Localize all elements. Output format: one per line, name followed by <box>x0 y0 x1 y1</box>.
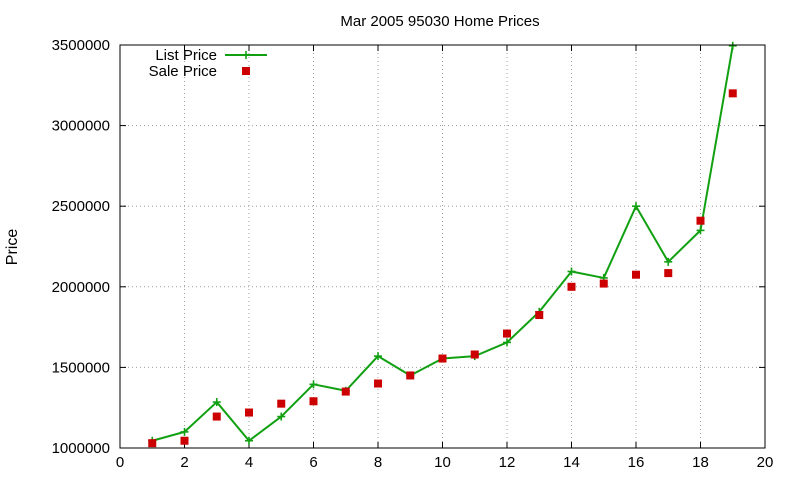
sale-price-point <box>599 279 608 288</box>
chart-title: Mar 2005 95030 Home Prices <box>340 13 539 30</box>
legend-plus-marker <box>242 51 250 59</box>
x-tick-label: 14 <box>563 454 580 471</box>
series-list-price <box>148 41 737 445</box>
y-tick-label: 1000000 <box>52 440 110 457</box>
sale-price-point <box>696 216 705 225</box>
list-price-point <box>728 41 737 50</box>
sale-price-point <box>470 350 479 359</box>
sale-price-point <box>535 311 544 320</box>
sale-price-point <box>632 270 640 279</box>
plot-frame <box>119 44 766 449</box>
list-price-point <box>632 202 640 211</box>
y-tick-label: 3500000 <box>52 37 110 54</box>
x-tick-label: 10 <box>434 454 451 471</box>
list-price-point <box>277 412 286 421</box>
x-tick-label: 16 <box>628 454 645 471</box>
x-tick-label: 20 <box>757 454 774 471</box>
sale-price-point <box>664 269 673 278</box>
axis-ticks: 0 2 4 6 8 10 12 14 16 18 20 1000000 1500000 2000000 25… <box>52 37 774 471</box>
grid <box>120 45 765 448</box>
sale-price-point <box>180 436 189 445</box>
x-tick-label: 0 <box>116 454 124 471</box>
y-axis-label: Price <box>4 229 21 266</box>
y-tick-label: 2000000 <box>52 279 110 296</box>
x-tick-label: 2 <box>180 454 188 471</box>
legend-label: List Price <box>155 47 217 64</box>
x-tick-label: 12 <box>499 454 516 471</box>
legend-label: Sale Price <box>149 63 217 80</box>
sale-price-point <box>148 439 157 448</box>
list-price-point <box>212 398 221 407</box>
list-price-point <box>180 427 189 436</box>
sale-price-point <box>212 412 221 421</box>
list-price-point <box>245 436 253 445</box>
series-sale-price <box>148 89 737 448</box>
x-tick-label: 8 <box>374 454 382 471</box>
y-tick-label: 1500000 <box>52 359 110 376</box>
list-price-point <box>374 352 382 361</box>
legend-square-marker <box>242 67 250 75</box>
sale-price-point <box>341 387 350 396</box>
x-tick-label: 18 <box>692 454 709 471</box>
list-price-point <box>503 338 511 347</box>
list-price-point <box>567 267 576 276</box>
sale-price-point <box>406 371 415 380</box>
sale-price-point <box>245 408 253 417</box>
y-tick-label: 3000000 <box>52 118 110 135</box>
list-price-point <box>664 257 673 266</box>
sale-price-point <box>438 354 447 363</box>
x-tick-label: 6 <box>309 454 317 471</box>
list-price-point <box>309 380 318 389</box>
sale-price-point <box>374 379 382 388</box>
series-layer <box>148 41 737 448</box>
sale-price-point <box>277 399 286 408</box>
list-price-point <box>696 226 705 235</box>
sale-price-point <box>309 397 318 406</box>
sale-price-point <box>503 329 511 338</box>
sale-price-point <box>728 89 737 98</box>
sale-price-point <box>567 282 576 291</box>
y-tick-label: 2500000 <box>52 198 110 215</box>
x-tick-label: 4 <box>245 454 253 471</box>
